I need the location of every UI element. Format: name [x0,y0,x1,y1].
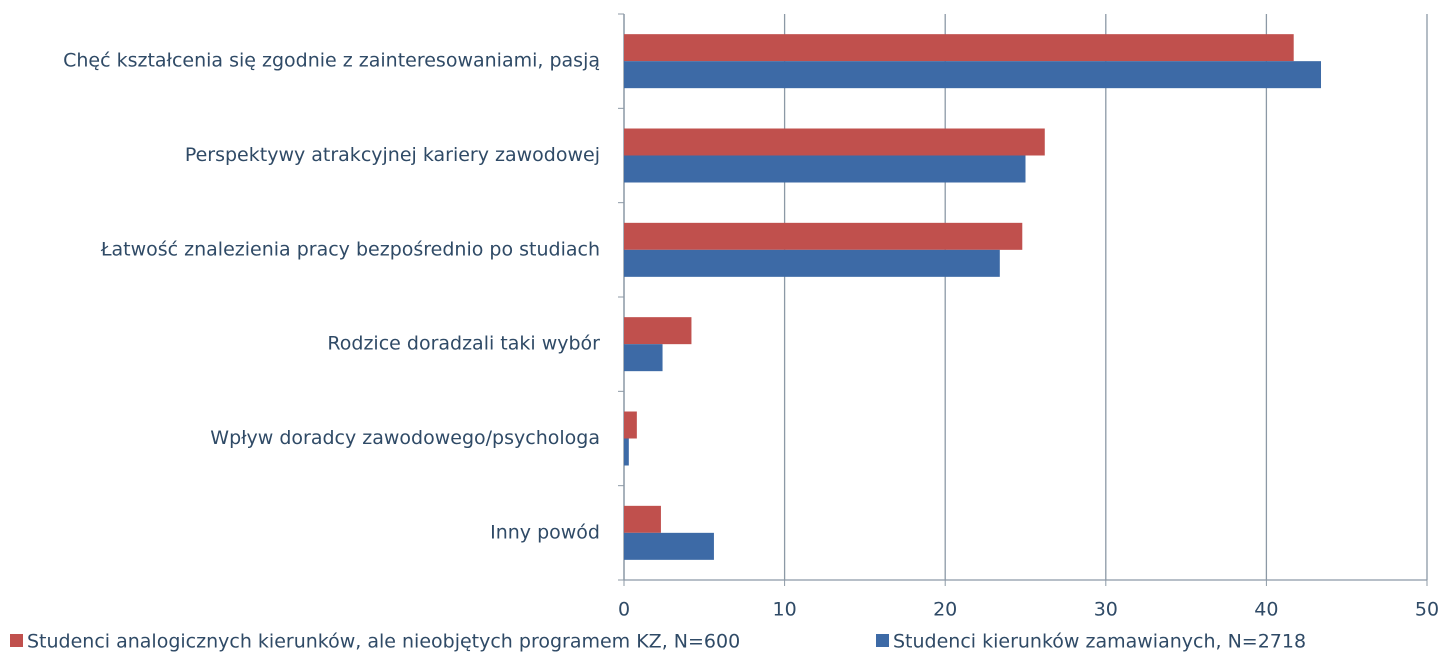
legend-swatch [876,634,889,647]
x-tick-label: 20 [933,599,957,621]
bar [624,532,714,560]
y-tick-label: Rodzice doradzali taki wybór [327,333,600,355]
x-tick-label: 50 [1415,599,1439,621]
x-tick-label: 40 [1254,599,1278,621]
y-tick-label: Inny powód [490,521,600,543]
bar [624,438,629,466]
bar [624,222,1023,250]
legend-label: Studenci analogicznych kierunków, ale ni… [27,631,740,653]
x-tick-label: 30 [1094,599,1118,621]
y-tick-label: Perspektywy atrakcyjnej kariery zawodowe… [185,144,600,166]
legend-label: Studenci kierunków zamawianych, N=2718 [893,631,1306,653]
bar [624,34,1294,62]
legend-swatch [10,634,23,647]
bar [624,505,661,533]
bar [624,317,692,345]
bar [624,155,1026,183]
bar [624,249,1000,277]
y-tick-label: Chęć kształcenia się zgodnie z zainteres… [63,50,600,72]
y-tick-label: Wpływ doradcy zawodowego/psychologa [210,427,600,449]
y-tick-label: Łatwość znalezienia pracy bezpośrednio p… [100,238,600,260]
x-tick-label: 0 [618,599,630,621]
bar [624,411,637,439]
bar [624,344,663,372]
bar [624,61,1322,89]
bar [624,128,1045,156]
x-tick-label: 10 [773,599,797,621]
